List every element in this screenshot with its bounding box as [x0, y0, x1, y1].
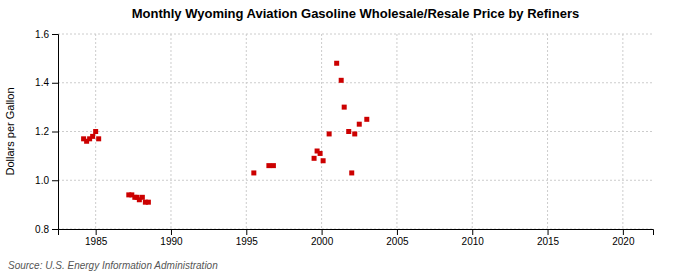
point [96, 136, 101, 141]
tick: 1.0 [35, 175, 58, 186]
tick-label: 1.4 [35, 77, 49, 88]
point [346, 129, 351, 134]
point [251, 170, 256, 175]
y-axis: 0.8 1.0 1.2 1.4 1.6 [35, 29, 58, 235]
tick: 1995 [236, 229, 259, 247]
tick-mark [52, 180, 58, 181]
point [146, 200, 151, 205]
tick-mark [96, 229, 97, 235]
grid-line [58, 34, 653, 35]
tick: 2015 [537, 229, 560, 247]
grid-line [396, 34, 397, 229]
tick-label: 1.0 [35, 175, 49, 186]
tick-mark [472, 229, 473, 235]
tick: 1.2 [35, 126, 58, 137]
point [357, 122, 362, 127]
tick: 2005 [386, 229, 409, 247]
tick-mark [171, 229, 172, 235]
tick-label: 1.2 [35, 126, 49, 137]
tick: 1990 [160, 229, 183, 247]
y-axis-title: Dollars per Gallon [4, 87, 16, 175]
grid-line [58, 180, 653, 181]
tick-mark [623, 229, 624, 235]
grid-line [321, 34, 322, 229]
tick: 2020 [612, 229, 635, 247]
plot: 1985 1990 1995 2000 2005 2010 2015 2020 0.8 1.0 1.… [35, 29, 653, 247]
tick-label: 2010 [462, 236, 485, 247]
source: Source: U.S. Energy Information Administ… [8, 260, 218, 271]
tick-label: 1995 [236, 236, 259, 247]
points [81, 61, 369, 205]
chart: 1985 1990 1995 2000 2005 2010 2015 2020 0.8 1.0 1.… [0, 0, 675, 275]
tick-label: 2020 [612, 236, 635, 247]
tick-label: 1985 [85, 236, 108, 247]
tick-mark [52, 34, 58, 35]
tick-mark [52, 229, 58, 230]
tick-mark [52, 132, 58, 133]
grid [58, 34, 653, 229]
point [318, 151, 323, 156]
point [321, 158, 326, 163]
tick-mark [548, 229, 549, 235]
tick-label: 0.8 [35, 224, 49, 235]
tick-label: 2005 [386, 236, 409, 247]
tick-label: 1990 [160, 236, 183, 247]
tick-label: 1.6 [35, 29, 49, 40]
point [364, 117, 369, 122]
tick-mark [397, 229, 398, 235]
tick: 2010 [462, 229, 485, 247]
tick-mark [246, 229, 247, 235]
axis-line [52, 35, 59, 230]
point [266, 163, 271, 168]
point [352, 131, 357, 136]
tick: 1.6 [35, 29, 58, 40]
point [90, 134, 95, 139]
axis-line [59, 230, 654, 236]
tick: 1985 [85, 229, 108, 247]
point [140, 195, 145, 200]
point [327, 131, 332, 136]
tick: 0.8 [35, 224, 58, 235]
point [334, 61, 339, 66]
title: Monthly Wyoming Aviation Gasoline Wholes… [132, 6, 579, 21]
tick-mark [322, 229, 323, 235]
tick-label: 2000 [311, 236, 334, 247]
tick-label: 2015 [537, 236, 560, 247]
grid-line [58, 82, 653, 83]
point [93, 129, 98, 134]
point [312, 156, 317, 161]
x-axis: 1985 1990 1995 2000 2005 2010 2015 2020 [59, 229, 654, 247]
point [349, 170, 354, 175]
point [339, 78, 344, 83]
tick: 1.4 [35, 77, 58, 88]
point [342, 105, 347, 110]
tick-mark [52, 83, 58, 84]
tick: 2000 [311, 229, 334, 247]
point [271, 163, 276, 168]
